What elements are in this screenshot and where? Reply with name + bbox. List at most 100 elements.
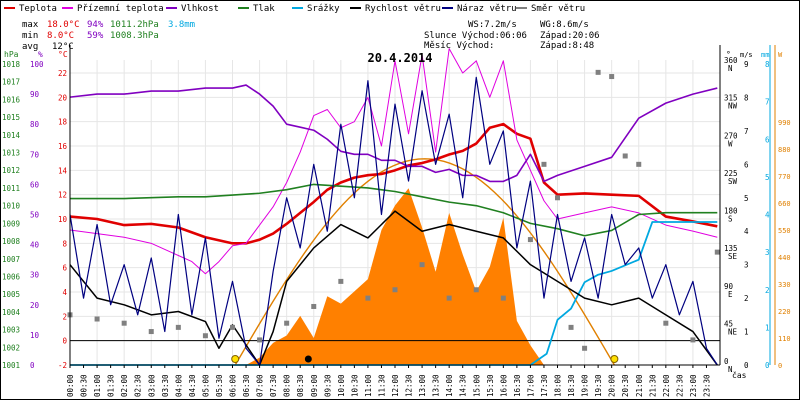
tick-temp: 22 (58, 69, 67, 78)
legend-label: Teplota (19, 4, 57, 14)
tick-time: 23:00 (689, 374, 698, 397)
tick-time: 20:00 (608, 374, 617, 397)
tick-mm: 5 (765, 173, 770, 182)
tick-ms: 0 (744, 361, 749, 370)
tick-w: 0 (778, 362, 782, 370)
tick-percent: 50 (30, 211, 40, 220)
tick-hpa: 1010 (2, 202, 21, 211)
wind-gust-max: WG:8.6m/s (540, 20, 589, 30)
tick-time: 14:30 (459, 374, 468, 397)
stats-block: max 18.0°C 94% 1011.2hPa 3.8mm min 8.0°C… (22, 20, 600, 52)
tick-time: 20:30 (621, 374, 630, 397)
rain-total: 3.8mm (168, 20, 195, 30)
tick-temp: 0 (62, 337, 67, 346)
series-point-wind-direction (419, 262, 425, 268)
solar-theoretical-curve (234, 158, 615, 366)
moonrise: Měsíc Východ: (424, 41, 494, 51)
tick-time: 08:00 (283, 374, 292, 397)
tick-hpa: 1017 (2, 78, 20, 87)
tick-ms: 7 (744, 127, 749, 136)
tick-time: 19:00 (581, 374, 590, 397)
tick-mm: 3 (765, 248, 770, 257)
series-point-wind-direction (690, 337, 696, 343)
axis-label-ms: m/s (740, 51, 753, 59)
tick-direction-name: NE (728, 327, 738, 336)
tick-time: 16:00 (499, 374, 508, 397)
tick-time: 14:00 (445, 374, 454, 397)
axis-label-w: W (778, 51, 783, 59)
sunrise: Slunce Východ:06:06 (424, 31, 527, 41)
series-point-wind-direction (175, 324, 181, 330)
tick-percent: 30 (30, 271, 40, 280)
tick-direction-name: SW (728, 177, 738, 186)
tick-time: 09:30 (323, 374, 332, 397)
tick-direction-name: S (728, 215, 733, 224)
sunset-marker (610, 355, 619, 363)
tick-time: 16:30 (513, 374, 522, 397)
series-point-wind-direction (527, 237, 533, 243)
series-point-wind-direction (392, 287, 398, 293)
tick-time: 11:00 (364, 374, 373, 397)
series-point-wind-direction (663, 320, 669, 326)
tick-time: 03:30 (161, 374, 170, 397)
tick-time: 06:30 (242, 374, 251, 397)
tick-time: 22:30 (675, 374, 684, 397)
tick-direction: 360 (724, 56, 738, 65)
min-label: min (22, 31, 38, 41)
legend-label: Náraz větru (457, 4, 517, 14)
tick-time: 01:30 (107, 374, 116, 397)
tick-direction-name: SE (728, 252, 738, 261)
tick-percent: 70 (30, 150, 40, 159)
axes: hPa1018101710161015101410131012101110101… (2, 45, 791, 397)
tick-hpa: 1002 (2, 343, 20, 352)
legend-label: Přízemní teplota (77, 4, 164, 14)
tick-time: 09:00 (310, 374, 319, 397)
series-line-0 (69, 122, 718, 245)
tick-time: 15:00 (472, 374, 481, 397)
min-humidity: 59% (87, 31, 104, 41)
tick-temp: 10 (58, 215, 68, 224)
tick-time: 11:30 (377, 374, 386, 397)
tick-mm: 6 (765, 135, 770, 144)
tick-direction: 90 (724, 282, 734, 291)
tick-percent: 40 (30, 241, 40, 250)
series-point-wind-direction (446, 295, 452, 301)
tick-direction-name: N (728, 365, 733, 374)
tick-w: 550 (778, 227, 791, 235)
series-line-3 (70, 183, 718, 237)
tick-time: 17:30 (540, 374, 549, 397)
axis-label-time: čas (732, 370, 747, 380)
series-point-wind-direction (595, 69, 601, 75)
max-humidity: 94% (87, 20, 104, 30)
tick-w: 990 (778, 119, 791, 127)
series-point-wind-direction (94, 316, 100, 322)
tick-temp: 16 (58, 142, 68, 151)
legend-label: Vlhkost (181, 4, 219, 14)
tick-time: 15:30 (486, 374, 495, 397)
axis-label-hpa: hPa (4, 50, 19, 59)
tick-temp: 6 (62, 264, 67, 273)
tick-w: 660 (778, 200, 791, 208)
tick-mm: 2 (765, 286, 770, 295)
series-point-wind-direction (230, 324, 235, 330)
tick-direction: 0 (724, 357, 729, 366)
tick-temp: -2 (58, 361, 67, 370)
tick-percent: 20 (30, 301, 40, 310)
min-temp: 8.0°C (47, 31, 74, 41)
legend-label: Rychlost větru (365, 4, 441, 14)
tick-hpa: 1008 (2, 237, 21, 246)
tick-temp: 2 (62, 312, 67, 321)
tick-mm: 4 (765, 211, 770, 220)
tick-hpa: 1014 (2, 131, 21, 140)
tick-ms: 5 (744, 194, 749, 203)
tick-time: 18:30 (567, 374, 576, 397)
tick-hpa: 1012 (2, 166, 20, 175)
tick-time: 13:30 (432, 374, 441, 397)
min-pressure: 1008.3hPa (110, 31, 159, 41)
tick-percent: 80 (30, 120, 40, 129)
moonset-marker (304, 355, 312, 363)
tick-temp: 14 (58, 166, 68, 175)
tick-time: 01:00 (93, 374, 102, 397)
max-temp: 18.0°C (47, 20, 80, 30)
